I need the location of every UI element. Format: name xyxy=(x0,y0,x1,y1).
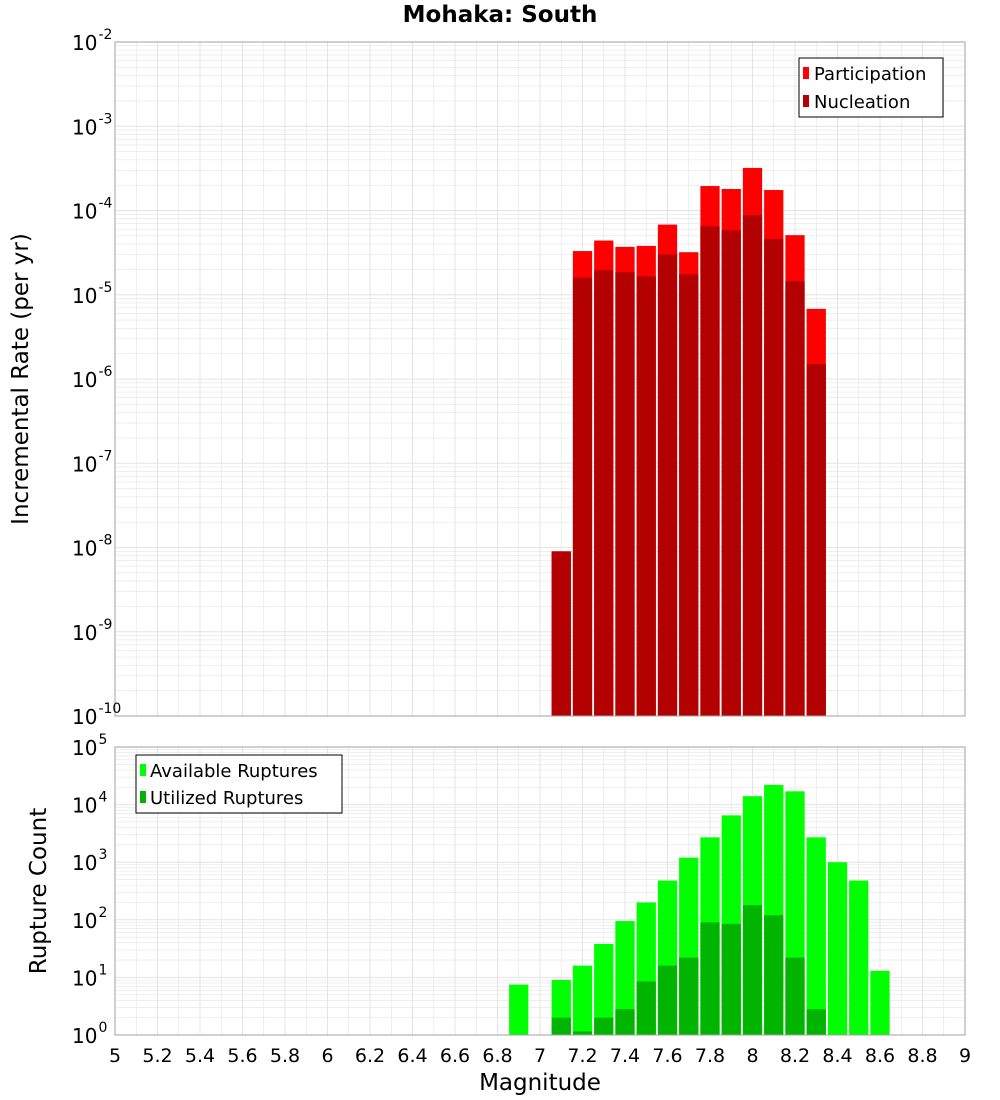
x-tick-label: 8.2 xyxy=(780,1045,810,1067)
count-y-tick-label: 102 xyxy=(72,905,107,933)
x-tick-label: 9 xyxy=(959,1045,971,1067)
rate-y-ticks: 10-10 10-9 10-8 10-7 10-6 10-5 10-4 10-3 10-2 xyxy=(72,27,121,729)
rate-bar-nucleation xyxy=(594,270,614,716)
rate-bar-nucleation xyxy=(764,238,784,716)
count-bar-available-ruptures xyxy=(849,880,869,1035)
rate-y-tick-label: 10-4 xyxy=(72,196,113,224)
count-bar-available-ruptures xyxy=(870,970,890,1035)
x-tick-label: 7 xyxy=(534,1045,546,1067)
rate-bar-nucleation xyxy=(615,272,635,716)
count-bar-utilized-ruptures xyxy=(615,1009,635,1035)
rate-legend-box xyxy=(798,57,944,118)
x-tick-label: 8.6 xyxy=(865,1045,895,1067)
legend-swatch-available xyxy=(140,764,146,776)
rate-gridlines xyxy=(114,42,966,717)
count-bar-utilized-ruptures xyxy=(551,1017,571,1035)
count-bar-available-ruptures xyxy=(594,944,614,1035)
x-tick-label: 6.6 xyxy=(440,1045,470,1067)
x-axis-title: Magnitude xyxy=(479,1070,601,1096)
x-tick-label: 5.8 xyxy=(270,1045,300,1067)
rate-legend: Participation Nucleation xyxy=(798,57,944,118)
rate-bar-nucleation xyxy=(742,215,763,716)
rate-y-tick-label: 10-2 xyxy=(72,27,112,55)
count-y-tick-label: 101 xyxy=(72,962,107,990)
count-bar-utilized-ruptures xyxy=(764,915,784,1035)
rate-bar-nucleation xyxy=(785,281,805,716)
chart-title: Mohaka: South xyxy=(403,2,598,28)
rate-bar-nucleation xyxy=(657,254,678,716)
x-tick-label: 6.8 xyxy=(482,1045,512,1067)
rate-y-tick-label: 10-6 xyxy=(72,364,113,392)
count-bar-utilized-ruptures xyxy=(721,923,741,1035)
rate-y-tick-label: 10-10 xyxy=(72,701,121,729)
rate-bars xyxy=(551,167,826,717)
x-tick-label: 5.6 xyxy=(227,1045,257,1067)
rate-bar-nucleation xyxy=(636,276,656,716)
legend-swatch-participation xyxy=(803,67,809,79)
rate-y-tick-label: 10-3 xyxy=(72,111,112,139)
count-bar-available-ruptures xyxy=(806,837,826,1035)
legend-label-nucleation: Nucleation xyxy=(814,92,910,113)
rate-bar-nucleation xyxy=(551,551,571,716)
rate-y-tick-label: 10-8 xyxy=(72,533,112,561)
x-tick-label: 6.2 xyxy=(355,1045,385,1067)
count-y-axis-title: Rupture Count xyxy=(26,808,52,974)
x-tick-label: 5 xyxy=(109,1045,121,1067)
rate-bar-nucleation xyxy=(700,226,720,716)
count-plot-border xyxy=(114,746,966,1036)
legend-swatch-utilized xyxy=(140,791,146,803)
count-bar-utilized-ruptures xyxy=(806,1009,826,1035)
count-legend: Available Ruptures Utilized Ruptures xyxy=(135,754,343,814)
count-bar-utilized-ruptures xyxy=(636,981,656,1035)
rate-bar-nucleation xyxy=(679,274,699,716)
legend-label-available: Available Ruptures xyxy=(150,761,318,782)
rate-bar-nucleation xyxy=(806,364,826,716)
count-bar-utilized-ruptures xyxy=(679,957,699,1035)
count-bar-utilized-ruptures xyxy=(572,1031,593,1035)
rate-y-tick-label: 10-5 xyxy=(72,280,112,308)
legend-label-participation: Participation xyxy=(814,64,926,85)
count-bar-available-ruptures xyxy=(572,965,593,1035)
rate-bar-nucleation xyxy=(572,277,593,716)
count-bar-utilized-ruptures xyxy=(700,922,720,1035)
x-tick-label: 8 xyxy=(746,1045,758,1067)
count-bar-utilized-ruptures xyxy=(657,965,678,1035)
x-tick-label: 5.2 xyxy=(142,1045,172,1067)
count-bar-available-ruptures xyxy=(509,984,529,1035)
legend-swatch-nucleation xyxy=(803,95,809,107)
x-tick-label: 7.6 xyxy=(652,1045,682,1067)
x-tick-label: 6.4 xyxy=(397,1045,427,1067)
rate-panel: 10-10 10-9 10-8 10-7 10-6 10-5 10-4 10-3 10-2 In… xyxy=(8,27,966,729)
rate-plot-border xyxy=(114,41,966,717)
count-y-ticks: 100 101 102 103 104 105 xyxy=(72,732,107,1048)
legend-label-utilized: Utilized Ruptures xyxy=(150,788,303,809)
count-legend-box xyxy=(135,754,343,814)
x-tick-label: 5.4 xyxy=(185,1045,215,1067)
rate-y-axis-title: Incremental Rate (per yr) xyxy=(8,233,34,525)
count-y-tick-label: 103 xyxy=(72,847,107,875)
count-bar-available-ruptures xyxy=(615,921,635,1035)
x-tick-label: 7.2 xyxy=(567,1045,597,1067)
x-tick-label: 7.4 xyxy=(610,1045,640,1067)
x-tick-label: 7.8 xyxy=(695,1045,725,1067)
rate-bar-nucleation xyxy=(721,230,741,716)
x-tick-label: 8.8 xyxy=(907,1045,937,1067)
count-x-ticks: 5 5.2 5.4 5.6 5.8 6 6.2 6.4 6.6 6.8 7 7.2 7.4 7.6 7.8 8… xyxy=(109,1045,971,1067)
count-panel: 100 101 102 103 104 105 5 5.2 5.4 5.6 5.8 6 6.2 6.4 6… xyxy=(26,732,971,1096)
count-bar-utilized-ruptures xyxy=(594,1017,614,1035)
rate-y-tick-label: 10-9 xyxy=(72,617,112,645)
count-bars xyxy=(509,784,890,1035)
count-y-tick-label: 100 xyxy=(72,1020,107,1048)
rate-y-tick-label: 10-7 xyxy=(72,448,112,476)
count-bar-utilized-ruptures xyxy=(785,957,805,1035)
count-y-tick-label: 104 xyxy=(72,790,107,818)
count-bar-utilized-ruptures xyxy=(742,905,763,1035)
count-bar-available-ruptures xyxy=(827,862,848,1035)
x-tick-label: 8.4 xyxy=(822,1045,852,1067)
x-tick-label: 6 xyxy=(321,1045,333,1067)
count-y-tick-label: 105 xyxy=(72,732,107,760)
